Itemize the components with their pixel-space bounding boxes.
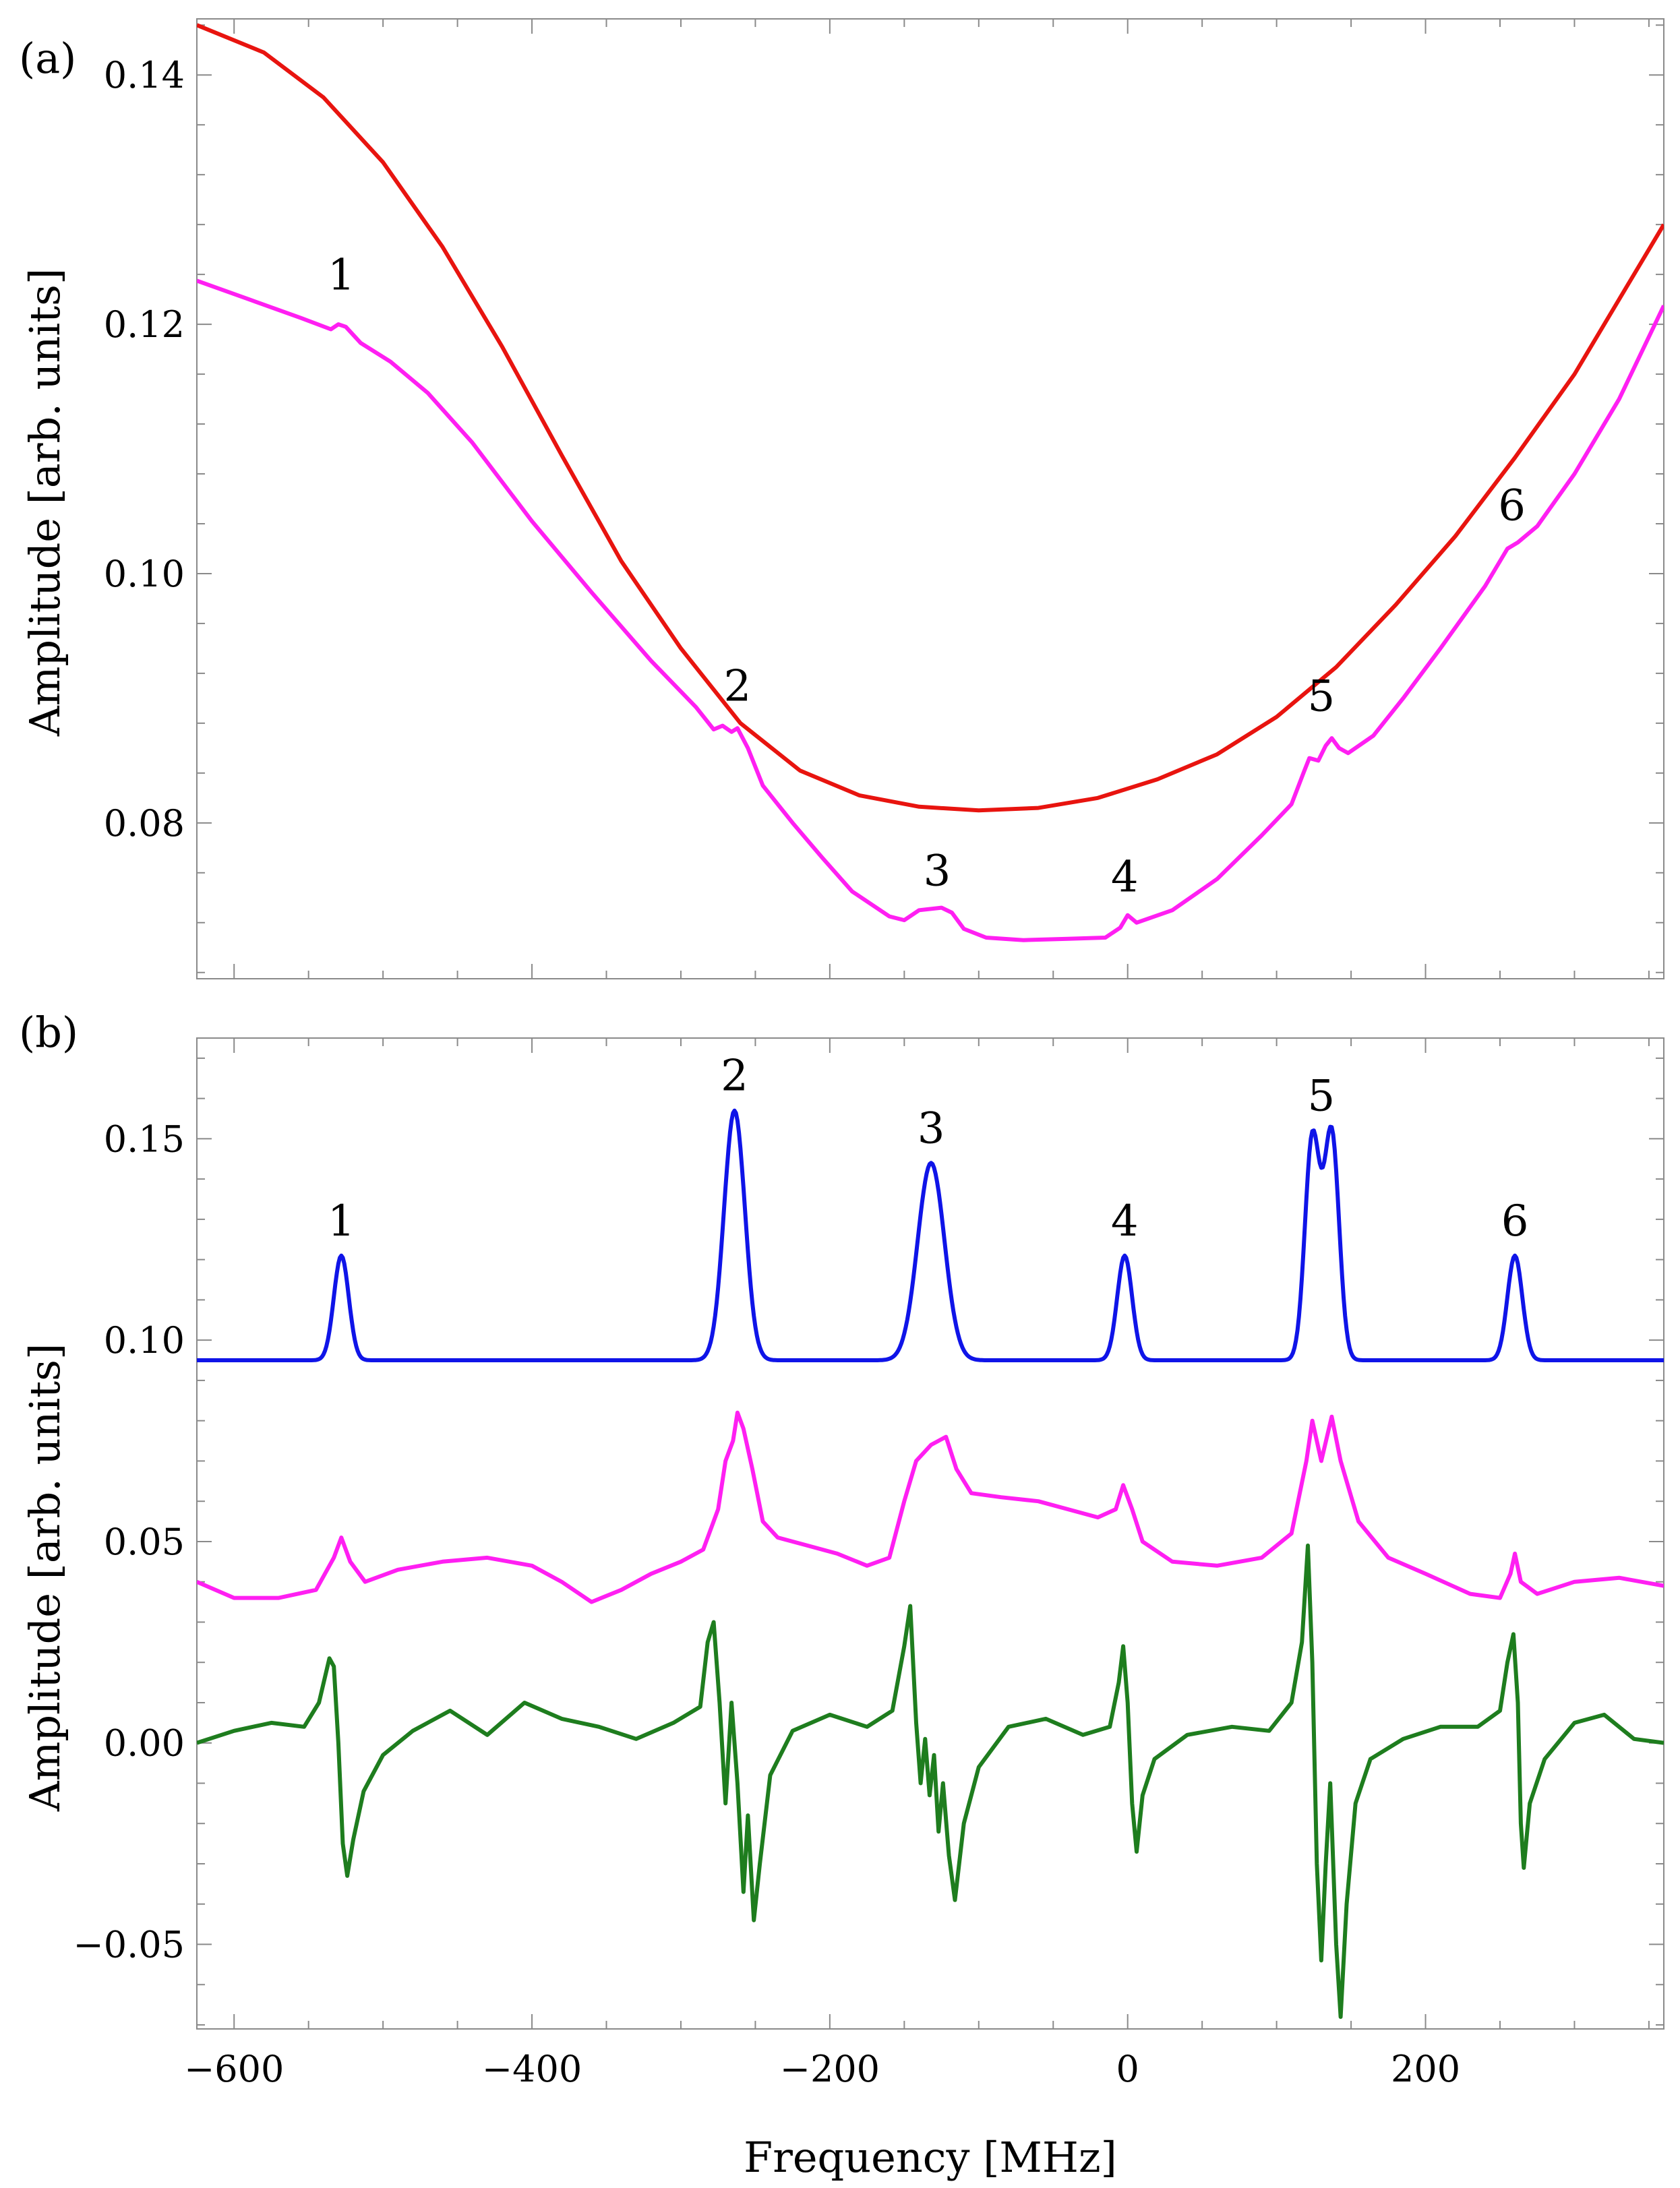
peak-label: 1: [328, 250, 355, 300]
peak-label: 5: [1308, 1072, 1336, 1122]
y-tick-label: 0.15: [104, 1118, 185, 1160]
series-line-1: [197, 1108, 1664, 1362]
y-tick-label: −0.05: [73, 1924, 185, 1966]
y-tick-label: 0.10: [104, 553, 185, 595]
y-tick-label: 0.08: [104, 802, 185, 845]
panel-b-label: (b): [19, 1008, 78, 1057]
peak-label: 5: [1308, 671, 1336, 721]
x-tick-label: −400: [482, 2048, 582, 2090]
y-tick-label: 0.14: [104, 54, 185, 96]
y-tick-label: 0.10: [104, 1319, 185, 1362]
peak-label: 6: [1498, 481, 1526, 530]
x-axis-title: Frequency [MHz]: [744, 2133, 1117, 2182]
series-line-2: [197, 1410, 1664, 1604]
peak-label: 2: [721, 1052, 748, 1101]
peak-label: 2: [724, 662, 752, 712]
panel-a-label: (a): [19, 34, 76, 83]
series-line-2: [197, 278, 1664, 942]
peak-label: 1: [328, 1196, 355, 1246]
x-tick-label: 0: [1116, 2048, 1139, 2090]
series-line-1: [197, 23, 1664, 813]
plot-frame: [196, 18, 1664, 979]
plot-frame: [196, 1037, 1664, 2030]
panel-b-y-axis-title: Amplitude [arb. units]: [20, 1343, 69, 1812]
x-tick-label: 200: [1391, 2048, 1460, 2090]
panel-a: 0.08 0.10 0.12 0.14 1 2 3 4 5 6: [104, 18, 1664, 979]
series-line-3: [197, 1543, 1664, 2019]
peak-label: 4: [1111, 1196, 1139, 1246]
peak-label: 3: [924, 846, 951, 896]
panel-b: −0.05 0.00 0.05 0.10 0.15 −600 −400 −200 0 200 1 2 3…: [73, 1037, 1664, 2090]
x-tick-label: −200: [780, 2048, 880, 2090]
peak-label: 4: [1111, 853, 1139, 903]
peak-label: 3: [918, 1103, 945, 1153]
y-tick-label: 0.05: [104, 1521, 185, 1563]
x-tick-label: −600: [184, 2048, 284, 2090]
peak-label: 6: [1501, 1196, 1529, 1246]
panel-a-y-axis-title: Amplitude [arb. units]: [20, 268, 69, 737]
y-tick-label: 0.12: [104, 303, 185, 346]
y-tick-label: 0.00: [104, 1722, 185, 1765]
